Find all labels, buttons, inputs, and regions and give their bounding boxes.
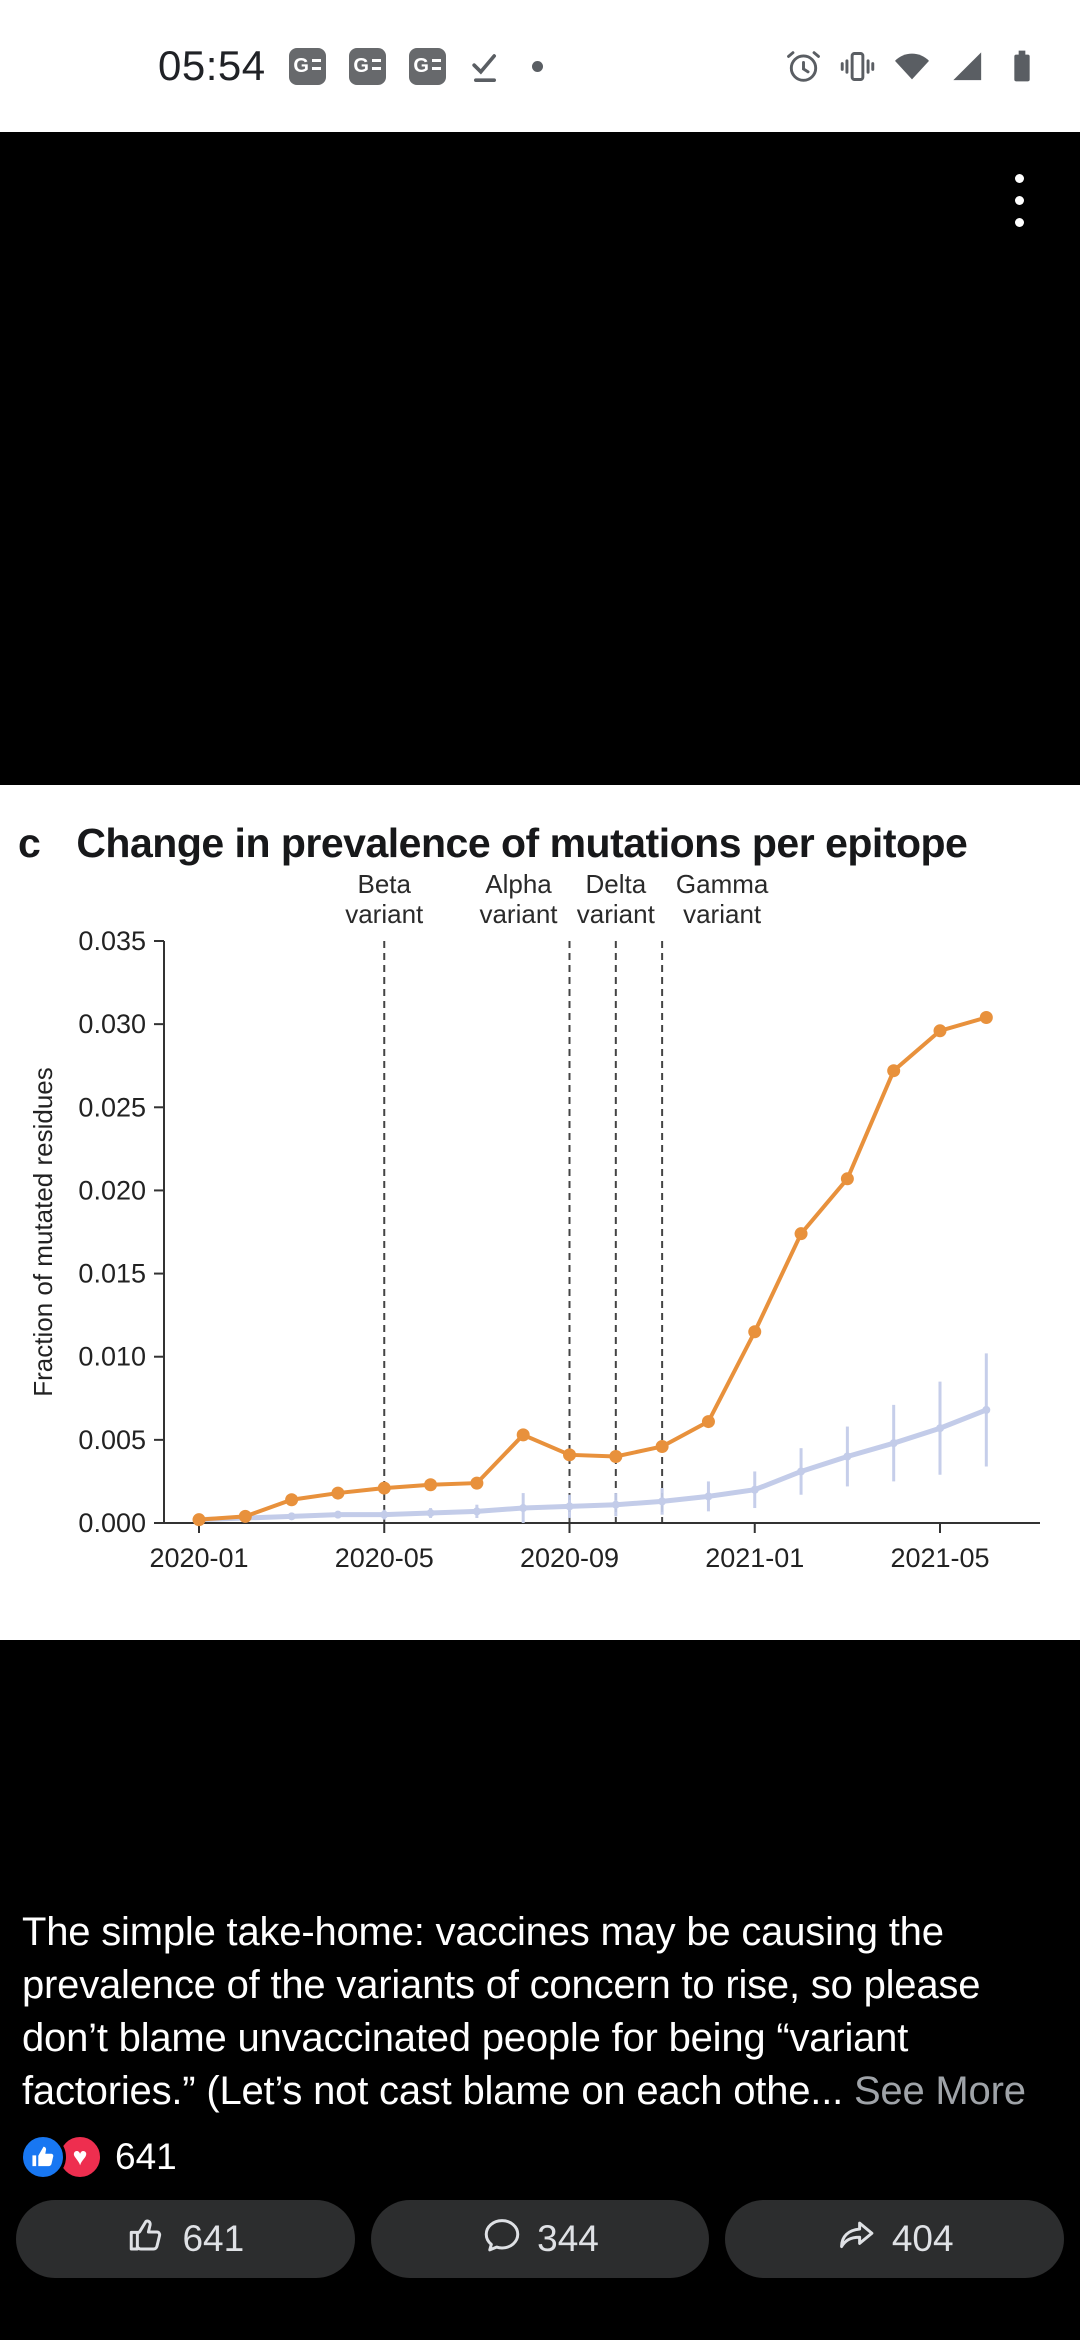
- svg-text:0.035: 0.035: [78, 931, 146, 956]
- reaction-count: 641: [115, 2136, 177, 2177]
- svg-text:0.010: 0.010: [78, 1342, 146, 1372]
- google-news-icon: G: [288, 47, 326, 85]
- svg-text:2021-01: 2021-01: [705, 1543, 804, 1573]
- post-actions: 641 344 404: [0, 2200, 1080, 2278]
- variant-label: Beta variant: [345, 869, 424, 929]
- share-icon: [836, 2214, 878, 2265]
- status-bar-right: [784, 46, 1042, 86]
- variant-label: Alpha variant: [479, 869, 558, 929]
- see-more-link[interactable]: See More: [853, 2069, 1026, 2113]
- more-options-button[interactable]: [1009, 168, 1030, 233]
- cellular-signal-icon: [947, 46, 987, 86]
- svg-text:2020-01: 2020-01: [149, 1543, 248, 1573]
- status-time: 05:54: [158, 42, 266, 89]
- status-bar: 05:54 G G G: [0, 0, 1080, 132]
- comment-count: 344: [537, 2218, 599, 2259]
- svg-text:2020-09: 2020-09: [520, 1543, 619, 1573]
- reaction-summary[interactable]: ♥ 641: [0, 2134, 1080, 2180]
- like-button[interactable]: 641: [16, 2200, 355, 2278]
- figure-panel-letter: c: [18, 820, 41, 866]
- status-bar-left: 05:54 G G G: [158, 42, 543, 90]
- svg-text:Fraction of mutated residues: Fraction of mutated residues: [28, 1067, 58, 1397]
- comment-button[interactable]: 344: [370, 2200, 710, 2278]
- like-icon: [126, 2214, 168, 2265]
- vibrate-icon: [838, 47, 877, 86]
- svg-text:2021-05: 2021-05: [890, 1543, 989, 1573]
- notification-dot-icon: [531, 60, 543, 72]
- svg-text:0.030: 0.030: [78, 1009, 146, 1039]
- media-area-top: [0, 132, 1080, 785]
- share-button[interactable]: 404: [725, 2200, 1065, 2278]
- post-text: The simple take-home: vaccines may be ca…: [22, 1910, 1026, 2113]
- figure-title: c Change in prevalence of mutations per …: [0, 821, 1080, 865]
- svg-text:0.020: 0.020: [78, 1175, 146, 1205]
- alarm-icon: [784, 47, 823, 86]
- prevalence-chart: 0.000 0.005 0.010 0.015 0.020 0.025 0.030 0.035…: [28, 926, 1040, 1573]
- share-count: 404: [891, 2218, 954, 2259]
- variant-label: Delta variant: [576, 869, 655, 929]
- comment-icon: [481, 2214, 523, 2265]
- svg-text:0.015: 0.015: [78, 1259, 146, 1289]
- thumbs-up-reaction-icon: [20, 2134, 66, 2180]
- wifi-icon: [892, 46, 932, 86]
- figure-panel: c Change in prevalence of mutations per …: [0, 785, 1080, 1640]
- svg-text:0.005: 0.005: [78, 1425, 146, 1455]
- check-underline-icon: [465, 46, 505, 86]
- svg-text:0.000: 0.000: [78, 1508, 146, 1538]
- variant-labels-row: Beta variant Alpha variant Delta variant Gamma…: [0, 869, 1080, 931]
- variant-label: Gamma variant: [675, 869, 769, 929]
- figure-title-text: Change in prevalence of mutations per ep…: [76, 820, 968, 866]
- svg-text:2020-05: 2020-05: [335, 1543, 434, 1573]
- svg-text:0.025: 0.025: [78, 1092, 146, 1122]
- like-count: 641: [182, 2218, 245, 2259]
- google-news-icon: G: [408, 47, 446, 85]
- media-area-bottom: The simple take-home: vaccines may be ca…: [0, 1640, 1080, 2340]
- battery-icon: [1002, 46, 1042, 86]
- google-news-icon: G: [348, 47, 386, 85]
